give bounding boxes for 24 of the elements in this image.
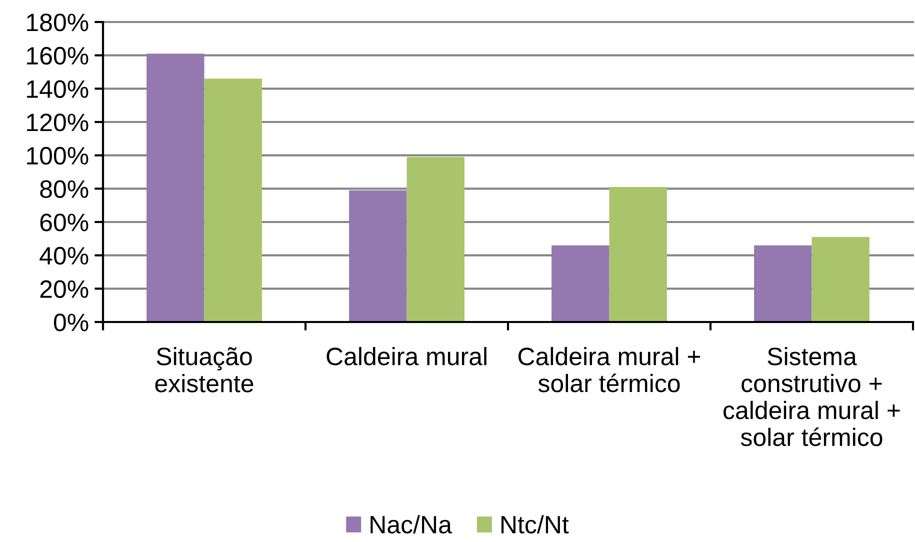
x-tick-label: Caldeira mural xyxy=(326,347,486,366)
bar xyxy=(609,187,667,322)
bar xyxy=(146,54,204,322)
legend-label: Nac/Na xyxy=(370,515,452,534)
y-tick-label: 100% xyxy=(27,146,88,165)
y-tick-label: 180% xyxy=(27,14,88,32)
bar xyxy=(552,245,610,322)
bar xyxy=(349,190,407,322)
bar xyxy=(406,157,464,322)
y-tick-label: 20% xyxy=(40,280,88,298)
bar xyxy=(812,237,870,322)
y-tick-label: 40% xyxy=(40,246,88,265)
bar xyxy=(754,245,812,322)
x-tick-label: Situação existente xyxy=(155,347,254,392)
legend-label: Ntc/Nt xyxy=(502,515,569,534)
y-tick-label: 160% xyxy=(27,46,88,65)
y-tick-label: 60% xyxy=(40,214,88,232)
x-tick-label: Sistema construtivo + caldeira mural + solar térmico xyxy=(724,347,900,446)
bar xyxy=(204,78,262,322)
y-tick-label: 140% xyxy=(27,80,88,98)
y-tick-label: 120% xyxy=(27,114,88,132)
y-tick-label: 80% xyxy=(40,180,88,198)
y-tick-label: 0% xyxy=(54,314,88,332)
x-tick-label: Caldeira mural + solar térmico xyxy=(518,347,700,392)
